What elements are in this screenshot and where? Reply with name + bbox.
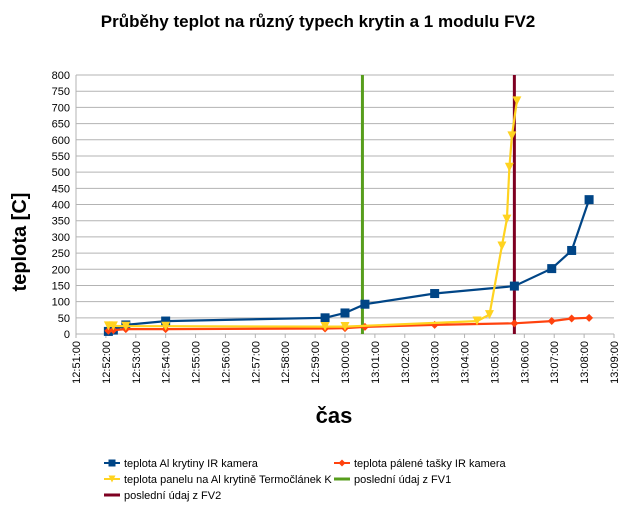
- x-tick-label: 12:58:00: [280, 341, 292, 384]
- x-tick-label: 12:57:00: [250, 341, 262, 384]
- data-point: [320, 313, 330, 323]
- y-tick-label: 400: [52, 200, 70, 212]
- data-point: [104, 326, 113, 335]
- x-tick-label: 13:00:00: [340, 341, 352, 384]
- x-axis-title: čas: [316, 403, 353, 428]
- data-point: [547, 264, 557, 274]
- series: [103, 96, 594, 336]
- legend-item: teplota panelu na Al krytině Termočlánek…: [104, 474, 332, 486]
- data-point: [584, 195, 594, 205]
- data-point: [340, 322, 350, 332]
- y-tick-label: 800: [52, 70, 70, 82]
- x-tick-label: 12:56:00: [220, 341, 232, 384]
- data-point: [360, 299, 370, 309]
- y-axis-title: teplota [C]: [9, 193, 31, 292]
- y-tick-label: 600: [52, 135, 70, 147]
- legend-label: teplota panelu na Al krytině Termočlánek…: [124, 474, 332, 486]
- y-tick-label: 650: [52, 119, 70, 131]
- data-point: [512, 96, 522, 106]
- y-tick-label: 250: [52, 248, 70, 260]
- data-point: [567, 314, 576, 323]
- data-point: [108, 459, 116, 467]
- y-tick-label: 0: [64, 329, 70, 341]
- x-tick-labels: 12:51:00 12:52:00 12:53:00 12:54:00 12:55:00…: [71, 341, 621, 384]
- x-tick-label: 13:02:00: [400, 341, 412, 384]
- legend: teplota Al krytiny IR kamera teplota pále…: [104, 458, 507, 502]
- y-tick-label: 750: [52, 86, 70, 98]
- x-tick-label: 13:09:00: [609, 341, 621, 384]
- x-tick-label: 13:03:00: [430, 341, 442, 384]
- data-point: [502, 214, 512, 224]
- data-point: [567, 245, 577, 255]
- y-tick-label: 200: [52, 264, 70, 276]
- y-tick-label: 500: [52, 167, 70, 179]
- data-point: [121, 321, 131, 331]
- legend-label: teplota pálené tašky IR kamera: [354, 458, 507, 470]
- x-tick-label: 12:54:00: [161, 341, 173, 384]
- legend-item: poslední údaj z FV1: [334, 474, 451, 486]
- data-point: [108, 475, 116, 483]
- y-tick-label: 350: [52, 216, 70, 228]
- data-point: [497, 241, 507, 251]
- y-tick-labels: 0 50 100 150 200 250 300 350 400 450 500 550 600 650 7…: [52, 70, 70, 341]
- x-tick-label: 13:05:00: [489, 341, 501, 384]
- data-point: [108, 321, 118, 331]
- data-point: [320, 322, 330, 332]
- legend-item: teplota Al krytiny IR kamera: [104, 458, 259, 470]
- y-tick-label: 100: [52, 297, 70, 309]
- data-point: [340, 308, 350, 318]
- x-tick-label: 13:01:00: [370, 341, 382, 384]
- legend-label: poslední údaj z FV1: [354, 474, 451, 486]
- data-point: [484, 310, 494, 320]
- legend-label: teplota Al krytiny IR kamera: [124, 458, 259, 470]
- grid: [76, 74, 614, 335]
- legend-label: poslední údaj z FV2: [124, 490, 221, 502]
- data-point: [472, 316, 482, 326]
- x-tick-label: 13:04:00: [460, 341, 472, 384]
- x-tick-label: 12:52:00: [101, 341, 113, 384]
- legend-item: poslední údaj z FV2: [104, 490, 221, 502]
- y-tick-label: 50: [58, 313, 70, 325]
- x-tick-label: 13:08:00: [579, 341, 591, 384]
- x-tick-label: 12:59:00: [310, 341, 322, 384]
- data-point: [507, 131, 517, 141]
- data-point: [585, 313, 594, 322]
- x-tick-label: 13:06:00: [519, 341, 531, 384]
- data-point: [547, 317, 556, 326]
- y-tick-label: 300: [52, 232, 70, 244]
- x-tick-label: 12:53:00: [131, 341, 143, 384]
- chart-title: Průběhy teplot na různý typech krytin a …: [101, 12, 536, 31]
- axes: [75, 75, 615, 338]
- data-point: [430, 289, 440, 299]
- x-tick-label: 13:07:00: [549, 341, 561, 384]
- series-line: [108, 100, 518, 328]
- series-group: [103, 96, 522, 332]
- data-point: [510, 319, 519, 328]
- y-tick-label: 450: [52, 183, 70, 195]
- data-point: [509, 281, 519, 291]
- series-group: [103, 195, 594, 336]
- legend-item: teplota pálené tašky IR kamera: [334, 458, 507, 470]
- x-tick-label: 12:55:00: [191, 341, 203, 384]
- y-tick-label: 150: [52, 280, 70, 292]
- data-point: [161, 316, 171, 326]
- x-tick-label: 12:51:00: [71, 341, 83, 384]
- y-tick-label: 550: [52, 151, 70, 163]
- data-point: [161, 321, 171, 331]
- data-point: [504, 162, 514, 172]
- data-point: [338, 459, 346, 467]
- y-tick-label: 700: [52, 102, 70, 114]
